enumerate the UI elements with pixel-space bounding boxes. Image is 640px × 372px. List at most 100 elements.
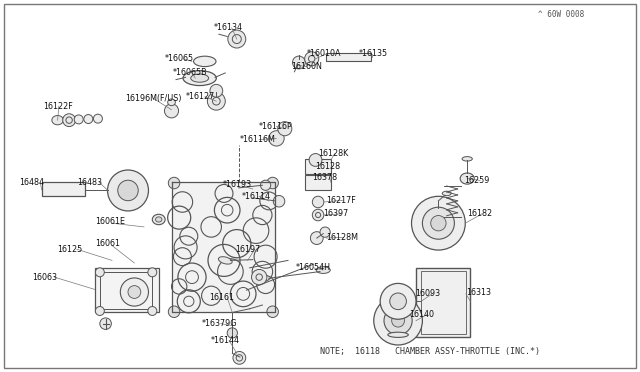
Circle shape: [422, 207, 454, 239]
Text: 16483: 16483: [77, 178, 102, 187]
Bar: [326, 53, 371, 61]
Ellipse shape: [156, 217, 162, 222]
Circle shape: [269, 131, 284, 146]
Ellipse shape: [152, 214, 165, 225]
Ellipse shape: [194, 56, 216, 67]
Circle shape: [120, 278, 148, 306]
Text: *16379G: *16379G: [202, 319, 237, 328]
Text: 16128: 16128: [316, 162, 340, 171]
Ellipse shape: [183, 71, 216, 86]
Circle shape: [233, 352, 246, 364]
Circle shape: [168, 177, 180, 189]
Ellipse shape: [218, 257, 232, 264]
Text: *16010A: *16010A: [307, 49, 342, 58]
Circle shape: [252, 269, 267, 285]
Text: *16065B: *16065B: [173, 68, 207, 77]
Circle shape: [267, 306, 278, 317]
Circle shape: [74, 115, 83, 124]
Circle shape: [95, 268, 104, 277]
Circle shape: [412, 196, 465, 250]
Text: *16114: *16114: [242, 192, 271, 201]
Circle shape: [292, 56, 305, 69]
Circle shape: [320, 227, 330, 237]
Circle shape: [278, 122, 292, 136]
Text: *16054H: *16054H: [296, 263, 331, 272]
Text: 16128K: 16128K: [318, 149, 348, 158]
Ellipse shape: [460, 173, 474, 184]
Circle shape: [305, 52, 319, 66]
Circle shape: [390, 293, 406, 310]
Polygon shape: [172, 182, 275, 312]
Ellipse shape: [388, 332, 408, 337]
Circle shape: [108, 170, 148, 211]
Bar: [100, 272, 152, 309]
Text: *16144: *16144: [211, 336, 240, 345]
Circle shape: [228, 30, 246, 48]
Circle shape: [310, 232, 323, 244]
Text: 16063: 16063: [32, 273, 57, 282]
Text: 16128M: 16128M: [326, 233, 358, 242]
Text: 16182: 16182: [467, 209, 492, 218]
Circle shape: [260, 180, 271, 190]
Circle shape: [227, 328, 237, 338]
Circle shape: [210, 84, 223, 97]
Text: 16140: 16140: [410, 310, 435, 319]
Circle shape: [267, 177, 278, 189]
Text: *16065: *16065: [165, 54, 195, 63]
Circle shape: [84, 115, 93, 124]
Ellipse shape: [191, 74, 209, 82]
Text: 16313: 16313: [466, 288, 491, 296]
Bar: [305, 175, 331, 190]
Text: 16484: 16484: [19, 178, 44, 187]
Text: 16217F: 16217F: [326, 196, 356, 205]
Ellipse shape: [462, 157, 472, 161]
Bar: [416, 268, 470, 337]
Circle shape: [374, 296, 422, 345]
Circle shape: [95, 307, 104, 315]
Circle shape: [207, 92, 225, 110]
Text: 16125: 16125: [58, 245, 83, 254]
Text: *16127: *16127: [186, 92, 215, 101]
Text: ^ 60W 0008: ^ 60W 0008: [538, 10, 584, 19]
Circle shape: [148, 268, 157, 277]
Text: 16061: 16061: [95, 239, 120, 248]
Circle shape: [128, 286, 141, 298]
Text: 16161: 16161: [209, 293, 234, 302]
Circle shape: [431, 215, 446, 231]
Text: 16196M(F/US): 16196M(F/US): [125, 94, 181, 103]
Circle shape: [168, 306, 180, 317]
Circle shape: [384, 307, 412, 335]
Text: *16116P: *16116P: [259, 122, 293, 131]
Bar: [305, 159, 331, 174]
Text: *16116M: *16116M: [240, 135, 276, 144]
Circle shape: [118, 180, 138, 201]
Circle shape: [312, 196, 324, 208]
Text: 16061E: 16061E: [95, 217, 125, 226]
Circle shape: [309, 154, 322, 166]
Bar: [95, 268, 159, 312]
Text: 16122F: 16122F: [44, 102, 73, 110]
Circle shape: [273, 196, 285, 207]
Circle shape: [164, 104, 179, 118]
Bar: [421, 271, 466, 334]
Ellipse shape: [316, 267, 330, 273]
Text: 16259: 16259: [464, 176, 490, 185]
Text: *16134: *16134: [214, 23, 243, 32]
Bar: [42, 182, 85, 196]
Ellipse shape: [442, 191, 451, 196]
Text: *16193: *16193: [223, 180, 252, 189]
Circle shape: [148, 307, 157, 315]
Circle shape: [63, 114, 76, 126]
Text: NOTE;  16118   CHAMBER ASSY-THROTTLE (INC.*): NOTE; 16118 CHAMBER ASSY-THROTTLE (INC.*…: [320, 347, 540, 356]
Text: 16397: 16397: [323, 209, 348, 218]
Text: *16135: *16135: [358, 49, 388, 58]
Text: 16093: 16093: [415, 289, 440, 298]
Text: 16378: 16378: [312, 173, 337, 182]
Circle shape: [93, 114, 102, 123]
Text: 16160N: 16160N: [291, 62, 322, 71]
Text: 16197: 16197: [236, 245, 260, 254]
Ellipse shape: [168, 99, 175, 106]
Circle shape: [100, 318, 111, 329]
Circle shape: [392, 314, 404, 327]
Circle shape: [380, 283, 416, 319]
